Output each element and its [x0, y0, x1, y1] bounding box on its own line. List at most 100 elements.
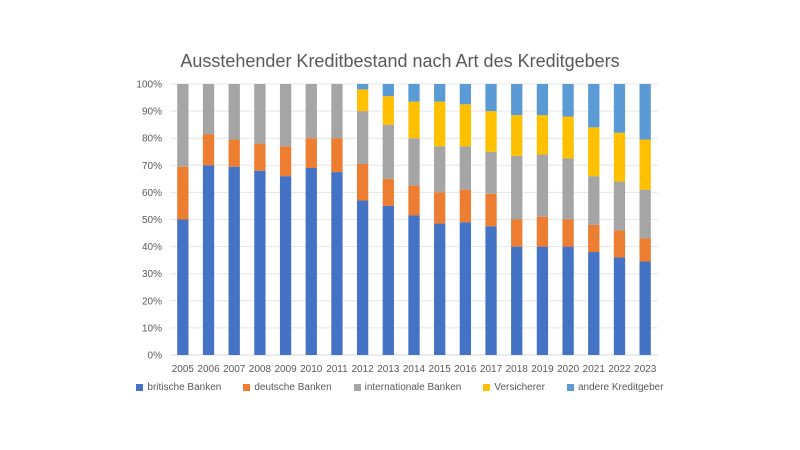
x-tick-label: 2018: [506, 364, 529, 375]
bar-segment-internationale-banken-2011: [331, 84, 343, 139]
bar-segment-britische-banken-2017: [485, 226, 497, 355]
bar-segment-internationale-banken-2005: [177, 84, 189, 167]
x-tick-label: 2006: [197, 364, 220, 375]
bar-segment-britische-banken-2012: [356, 200, 369, 355]
legend-swatch: [483, 384, 491, 391]
x-tick-label: 2023: [634, 364, 657, 375]
x-tick-label: 2005: [172, 364, 195, 375]
bar-segment-versicherer-2021: [588, 127, 600, 177]
x-axis-ticks: 2005 2006 2007 2008 2009 2010 2011 2012 2013 2014…: [172, 364, 657, 375]
bar-segment-internationale-banken-2013: [382, 124, 394, 179]
bar-segment-andere-kreditgeber-2019: [536, 84, 549, 116]
bar-segment-internationale-banken-2019: [536, 154, 549, 217]
bar-segment-internationale-banken-2009: [279, 84, 292, 147]
bar-segment-deutsche-banken-2009: [279, 146, 292, 177]
bar-segment-versicherer-2014: [408, 101, 420, 139]
legend-swatch: [566, 384, 574, 391]
x-tick-label: 2011: [326, 364, 348, 375]
bar-segment-britische-banken-2020: [562, 246, 574, 355]
x-tick-label: 2012: [352, 364, 375, 375]
x-tick-label: 2019: [531, 364, 554, 375]
bar-segment-versicherer-2019: [536, 115, 549, 155]
x-tick-label: 2007: [223, 364, 246, 375]
x-tick-label: 2009: [274, 364, 297, 375]
y-tick-label: 60%: [142, 188, 162, 199]
bar-segment-internationale-banken-2017: [485, 151, 497, 194]
y-tick-label: 80%: [142, 134, 162, 145]
bar-segment-versicherer-2018: [511, 115, 523, 156]
bar-segment-internationale-banken-2015: [434, 146, 446, 193]
bars: [177, 84, 651, 355]
bar-segment-andere-kreditgeber-2020: [562, 84, 574, 117]
bar-segment-britische-banken-2016: [459, 222, 472, 355]
y-tick-label: 70%: [142, 161, 162, 172]
bar-segment-britische-banken-2019: [536, 246, 549, 355]
bar-segment-deutsche-banken-2010: [305, 138, 317, 169]
x-tick-label: 2010: [300, 364, 323, 375]
x-tick-label: 2008: [249, 364, 272, 375]
bar-segment-deutsche-banken-2014: [408, 185, 420, 216]
bar-segment-britische-banken-2018: [511, 246, 523, 355]
bar-segment-britische-banken-2021: [588, 252, 600, 355]
bar-segment-internationale-banken-2023: [639, 189, 651, 239]
y-tick-label: 40%: [142, 242, 162, 253]
bar-segment-andere-kreditgeber-2015: [434, 84, 446, 102]
bar-segment-andere-kreditgeber-2013: [382, 84, 394, 97]
bar-segment-internationale-banken-2007: [228, 84, 240, 140]
x-tick-label: 2017: [480, 364, 503, 375]
bar-segment-britische-banken-2023: [639, 261, 651, 355]
bar-segment-deutsche-banken-2020: [562, 219, 574, 247]
chart-title: Ausstehender Kreditbestand nach Art des …: [180, 51, 620, 71]
bar-segment-andere-kreditgeber-2017: [485, 84, 497, 112]
bar-segment-versicherer-2012: [356, 89, 369, 112]
y-axis-ticks: 0% 10% 20% 30% 40% 50% 60% 70% 80% 90% 100%: [136, 80, 162, 362]
bar-segment-andere-kreditgeber-2014: [408, 84, 420, 102]
bar-segment-andere-kreditgeber-2023: [639, 84, 651, 140]
bar-segment-versicherer-2016: [459, 104, 472, 147]
legend-swatch: [243, 384, 251, 391]
bar-segment-britische-banken-2009: [279, 176, 292, 355]
bar-segment-versicherer-2013: [382, 96, 394, 125]
bar-segment-britische-banken-2014: [408, 215, 420, 355]
bar-segment-deutsche-banken-2016: [459, 189, 472, 223]
bar-segment-deutsche-banken-2015: [434, 192, 446, 224]
bar-segment-deutsche-banken-2011: [331, 138, 343, 173]
y-tick-label: 100%: [136, 80, 162, 91]
legend-swatch: [136, 384, 144, 391]
bar-segment-deutsche-banken-2022: [613, 230, 626, 258]
bar-segment-deutsche-banken-2012: [356, 163, 369, 201]
legend-label: internationale Banken: [364, 382, 462, 393]
y-tick-label: 0%: [148, 351, 163, 362]
bar-segment-versicherer-2015: [434, 101, 446, 147]
bar-segment-britische-banken-2015: [434, 223, 446, 355]
bar-segment-internationale-banken-2021: [588, 176, 600, 225]
bar-segment-deutsche-banken-2018: [511, 219, 523, 247]
bar-segment-britische-banken-2013: [382, 205, 394, 355]
y-tick-label: 10%: [142, 323, 162, 334]
bar-segment-andere-kreditgeber-2018: [511, 84, 523, 116]
bar-segment-britische-banken-2010: [305, 168, 317, 355]
bar-segment-deutsche-banken-2005: [177, 166, 189, 220]
x-tick-label: 2022: [608, 364, 631, 375]
bar-segment-versicherer-2020: [562, 116, 574, 159]
bar-segment-internationale-banken-2010: [305, 84, 317, 139]
y-tick-label: 20%: [142, 296, 162, 307]
y-tick-label: 90%: [142, 107, 162, 118]
bar-segment-versicherer-2022: [613, 132, 626, 182]
bar-segment-internationale-banken-2016: [459, 146, 472, 190]
legend-label: Versicherer: [494, 382, 545, 393]
x-tick-label: 2020: [557, 364, 580, 375]
bar-segment-internationale-banken-2018: [511, 155, 523, 220]
bar-segment-britische-banken-2022: [613, 257, 626, 355]
bar-segment-internationale-banken-2014: [408, 138, 420, 186]
x-tick-label: 2013: [377, 364, 400, 375]
bar-segment-internationale-banken-2012: [356, 111, 369, 164]
legend-item: britische Banken: [136, 382, 221, 393]
bar-segment-internationale-banken-2006: [202, 84, 215, 135]
bar-segment-britische-banken-2008: [254, 170, 266, 355]
legend-item: andere Kreditgeber: [566, 382, 664, 393]
legend-item: deutsche Banken: [243, 382, 332, 393]
bar-segment-deutsche-banken-2007: [228, 139, 240, 167]
bar-segment-deutsche-banken-2013: [382, 178, 394, 206]
